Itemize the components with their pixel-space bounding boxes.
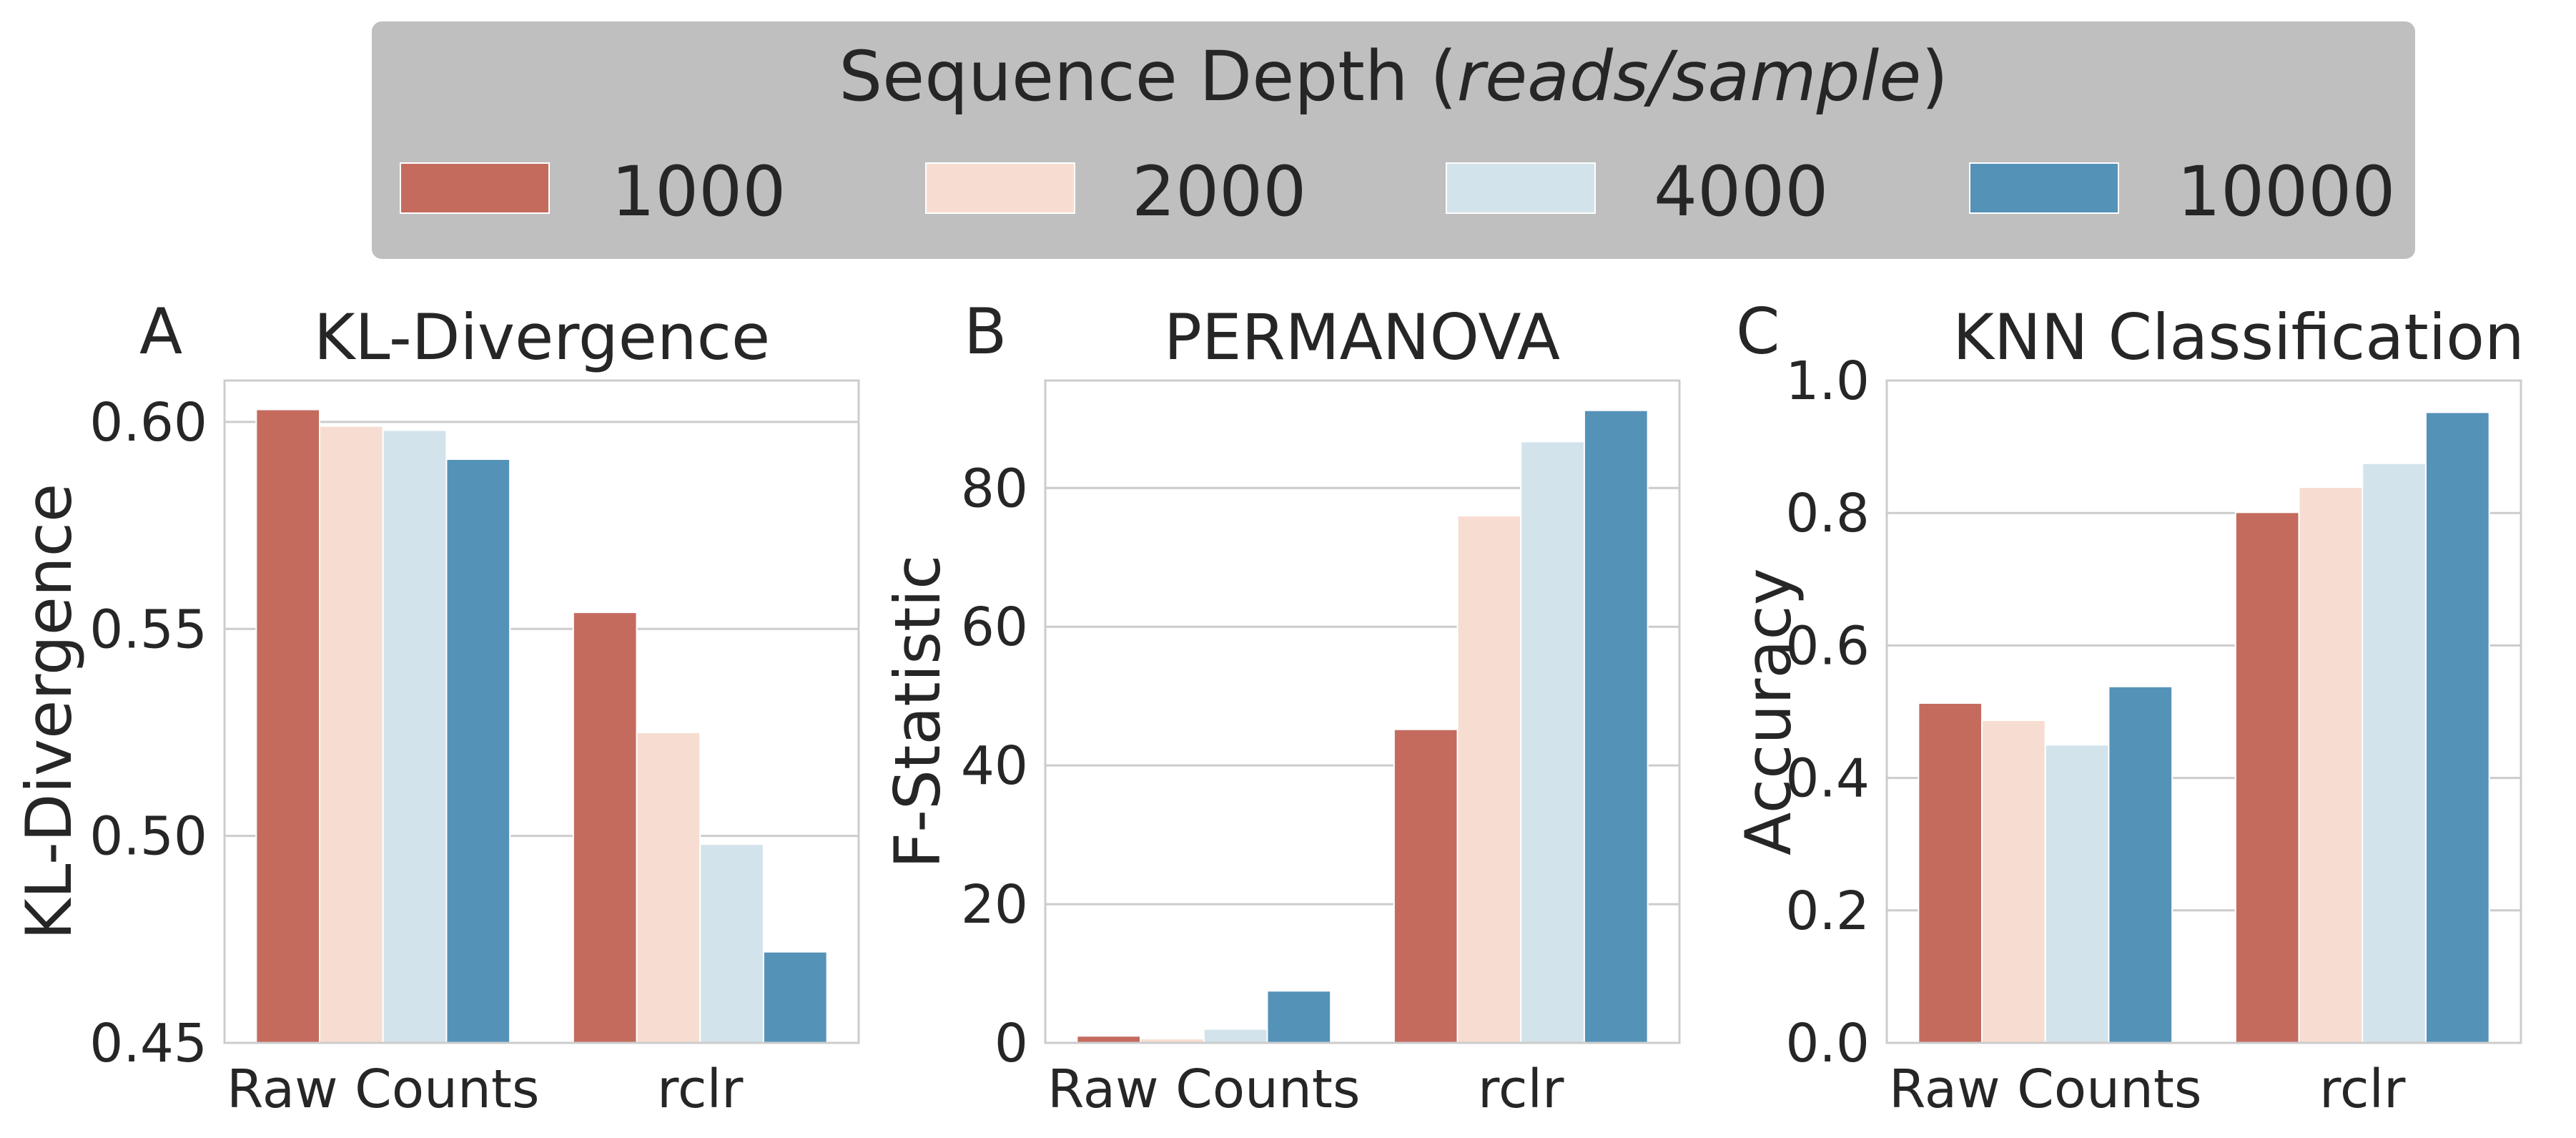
bar-2000-raw-counts <box>319 425 384 1044</box>
panel-A: 0.45 0.50 0.55 0.60 Raw Counts rclr KL-Diverge… <box>12 295 860 1120</box>
legend: Sequence Depth (reads/sample) 1000 2000 400… <box>372 21 2415 259</box>
y-tick-label: 60 <box>961 597 1028 658</box>
legend-label-10000: 10000 <box>2177 152 2395 232</box>
y-tick-label: 0.4 <box>1785 748 1870 810</box>
y-axis-label: Accuracy <box>1732 568 1805 855</box>
bar-10000-raw-counts <box>2108 685 2173 1044</box>
bar-2000-rclr <box>636 731 701 1044</box>
y-tick-label: 0.8 <box>1785 483 1870 544</box>
x-tick-label: rclr <box>657 1059 744 1120</box>
plot-frame <box>1044 379 1681 1044</box>
bar-1000-raw-counts <box>1918 702 1983 1044</box>
bar-1000-rclr <box>2234 511 2300 1044</box>
legend-swatch-2000 <box>925 162 1075 214</box>
bar-10000-raw-counts <box>445 458 511 1044</box>
y-tick-label: 0.55 <box>89 599 207 660</box>
legend-label-4000: 4000 <box>1654 152 1828 232</box>
bar-10000-rclr <box>1583 409 1649 1044</box>
y-tick-label: 40 <box>961 735 1028 797</box>
bar-4000-raw-counts <box>382 429 448 1044</box>
panel-title: KNN Classification <box>1953 300 2525 374</box>
bar-4000-raw-counts <box>2044 744 2110 1044</box>
y-tick-label: 20 <box>961 874 1028 936</box>
panel-title: PERMANOVA <box>1164 300 1560 374</box>
bar-10000-raw-counts <box>1266 990 1332 1044</box>
y-tick-label: 0 <box>995 1013 1028 1074</box>
y-axis-label: F-Statistic <box>881 555 954 869</box>
y-tick-label: 0.2 <box>1785 881 1870 942</box>
bar-10000-rclr <box>762 951 828 1044</box>
plot-frame <box>223 379 860 1044</box>
legend-label-1000: 1000 <box>611 152 786 232</box>
legend-title-suffix: ) <box>1921 36 1948 117</box>
y-tick-label: 0.6 <box>1785 615 1870 677</box>
panel-title: KL-Divergence <box>314 300 770 374</box>
legend-title-prefix: Sequence Depth ( <box>839 36 1456 117</box>
legend-swatch-4000 <box>1446 162 1596 214</box>
bar-4000-rclr <box>2362 462 2427 1044</box>
y-tick-label: 1.0 <box>1785 350 1870 412</box>
panel-C: 0.0 0.2 0.4 0.6 0.8 1.0 Raw Counts rclr KNN Clas… <box>1732 295 2525 1120</box>
legend-label-2000: 2000 <box>1132 152 1306 232</box>
bar-1000-rclr <box>1393 728 1459 1044</box>
panel-letter: B <box>964 295 1007 368</box>
x-tick-label: Raw Counts <box>227 1059 540 1120</box>
legend-title: Sequence Depth (reads/sample) <box>839 36 1948 117</box>
y-tick-label: 80 <box>961 458 1028 519</box>
bar-10000-rclr <box>2424 411 2490 1044</box>
bar-4000-rclr <box>699 843 764 1044</box>
legend-box <box>372 21 2415 259</box>
legend-swatch-1000 <box>400 162 550 214</box>
bar-4000-rclr <box>1520 441 1585 1044</box>
legend-swatch-10000 <box>1969 162 2119 214</box>
bar-1000-rclr <box>572 612 638 1044</box>
y-tick-label: 0.0 <box>1785 1013 1870 1074</box>
panel-B: 0 20 40 60 80 Raw Counts rclr PERMANOVA B F-Stati… <box>881 295 1681 1120</box>
legend-title-italic: reads/sample <box>1457 36 1922 117</box>
bar-2000-rclr <box>1456 515 1522 1044</box>
bar-1000-raw-counts <box>255 408 321 1044</box>
y-tick-label: 0.50 <box>89 806 207 868</box>
panel-letter: A <box>139 295 182 368</box>
panel-letter: C <box>1736 295 1780 368</box>
y-tick-label: 0.60 <box>89 392 207 453</box>
plot-frame <box>1885 379 2522 1044</box>
bar-4000-raw-counts <box>1203 1028 1268 1044</box>
x-tick-label: Raw Counts <box>1047 1059 1361 1120</box>
y-tick-label: 0.45 <box>89 1013 207 1074</box>
bar-2000-raw-counts <box>1981 720 2046 1044</box>
x-tick-label: Raw Counts <box>1889 1059 2202 1120</box>
x-tick-label: rclr <box>1478 1059 1564 1120</box>
x-tick-label: rclr <box>2319 1059 2406 1120</box>
bar-2000-rclr <box>2298 486 2364 1044</box>
y-axis-label: KL-Divergence <box>12 484 86 940</box>
